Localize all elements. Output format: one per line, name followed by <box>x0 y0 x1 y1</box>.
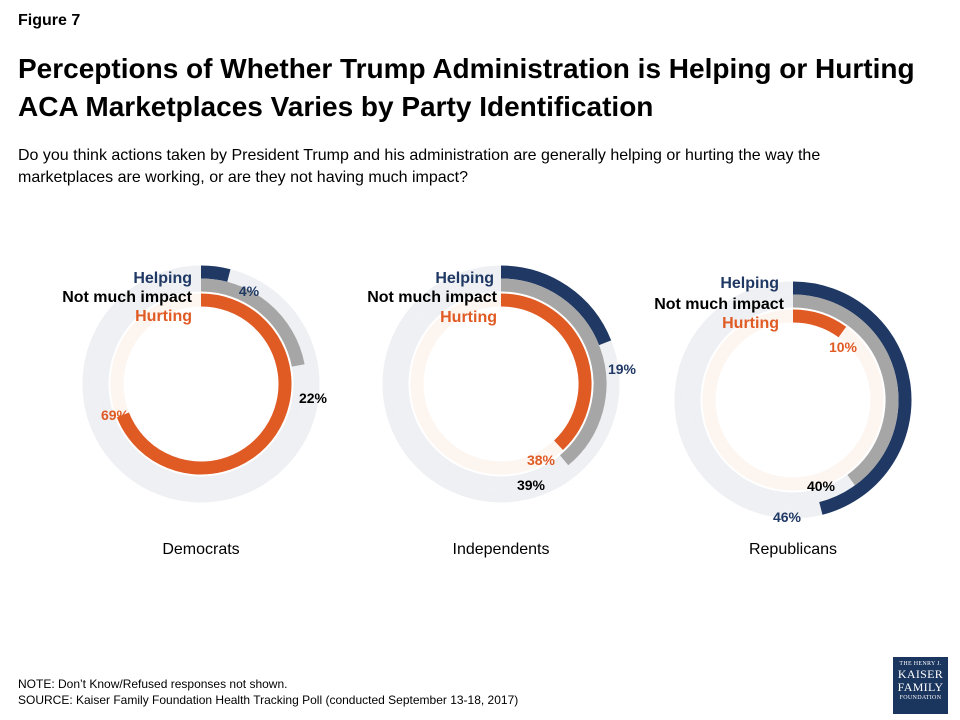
logo-line-3: FAMILY <box>897 680 944 694</box>
series-label-independents-helping: Helping <box>435 270 494 287</box>
value-label-independents-not-much-impact: 39% <box>517 477 546 493</box>
footnote: NOTE: Don’t Know/Refused responses not s… <box>18 676 518 708</box>
arc-independents-helping <box>500 265 612 346</box>
arc-republicans-not-much-impact <box>792 294 899 486</box>
series-label-democrats-helping: Helping <box>133 270 192 287</box>
arc-democrats-not-much-impact <box>200 278 305 367</box>
series-label-republicans-hurting: Hurting <box>722 315 779 332</box>
chart-subtitle: Do you think actions taken by President … <box>18 147 821 186</box>
category-label-republicans: Republicans <box>749 541 837 558</box>
figure-label: Figure 7 <box>18 12 81 29</box>
arc-republicans-hurting <box>792 309 847 338</box>
arc-independents-hurting <box>500 293 592 450</box>
value-label-democrats-hurting: 69% <box>101 407 130 423</box>
kff-logo: THE HENRY J. KAISER FAMILY FOUNDATION <box>893 657 948 714</box>
series-label-democrats-hurting: Hurting <box>135 308 192 325</box>
value-label-republicans-hurting: 10% <box>829 339 858 355</box>
value-label-democrats-helping: 4% <box>239 283 260 299</box>
arc-democrats-helping <box>200 265 231 282</box>
arc-democrats-hurting <box>116 293 292 475</box>
logo-line-2: KAISER <box>897 667 944 681</box>
value-label-independents-hurting: 38% <box>527 452 556 468</box>
note-text: NOTE: Don’t Know/Refused responses not s… <box>18 677 288 691</box>
logo-line-1: THE HENRY J. <box>899 661 942 667</box>
chart-title: Perceptions of Whether Trump Administrat… <box>18 53 915 122</box>
series-label-independents-hurting: Hurting <box>440 309 497 326</box>
source-text: SOURCE: Kaiser Family Foundation Health … <box>18 693 519 707</box>
value-label-republicans-helping: 46% <box>773 509 802 525</box>
category-label-democrats: Democrats <box>162 541 239 558</box>
arc-independents-not-much-impact <box>500 278 607 466</box>
value-label-republicans-not-much-impact: 40% <box>807 478 836 494</box>
value-label-democrats-not-much-impact: 22% <box>299 390 328 406</box>
logo-line-4: FOUNDATION <box>899 695 942 701</box>
category-label-independents: Independents <box>453 541 550 558</box>
series-label-independents-not-much-impact: Not much impact <box>367 289 497 306</box>
charts-area: Helping Not much impact Hurting 4% 22% 69% Dem… <box>62 265 912 558</box>
arc-republicans-helping <box>792 281 912 515</box>
series-label-democrats-not-much-impact: Not much impact <box>62 289 192 306</box>
value-label-independents-helping: 19% <box>608 361 637 377</box>
series-label-republicans-not-much-impact: Not much impact <box>654 296 784 313</box>
series-label-republicans-helping: Helping <box>720 275 779 292</box>
